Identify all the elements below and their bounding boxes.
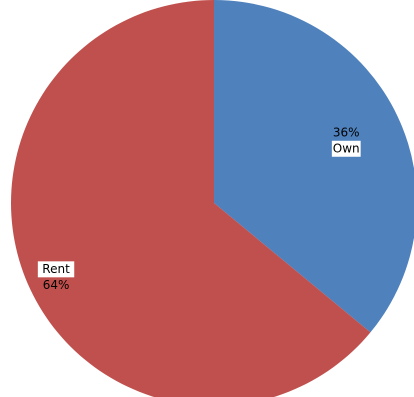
slice-percent-label: 64%: [43, 278, 70, 292]
slice-category-label: Rent: [42, 262, 70, 276]
pie-labels: 36% Own Rent 64%: [37, 125, 361, 292]
slice-percent-label: 36%: [333, 125, 360, 139]
slice-label-box: [37, 261, 75, 278]
pie-slices: [11, 0, 414, 397]
pie-slice-rent: [11, 0, 371, 397]
slice-label-box: [331, 140, 361, 157]
pie-slice-own: [214, 0, 414, 333]
slice-category-label: Own: [333, 141, 360, 155]
